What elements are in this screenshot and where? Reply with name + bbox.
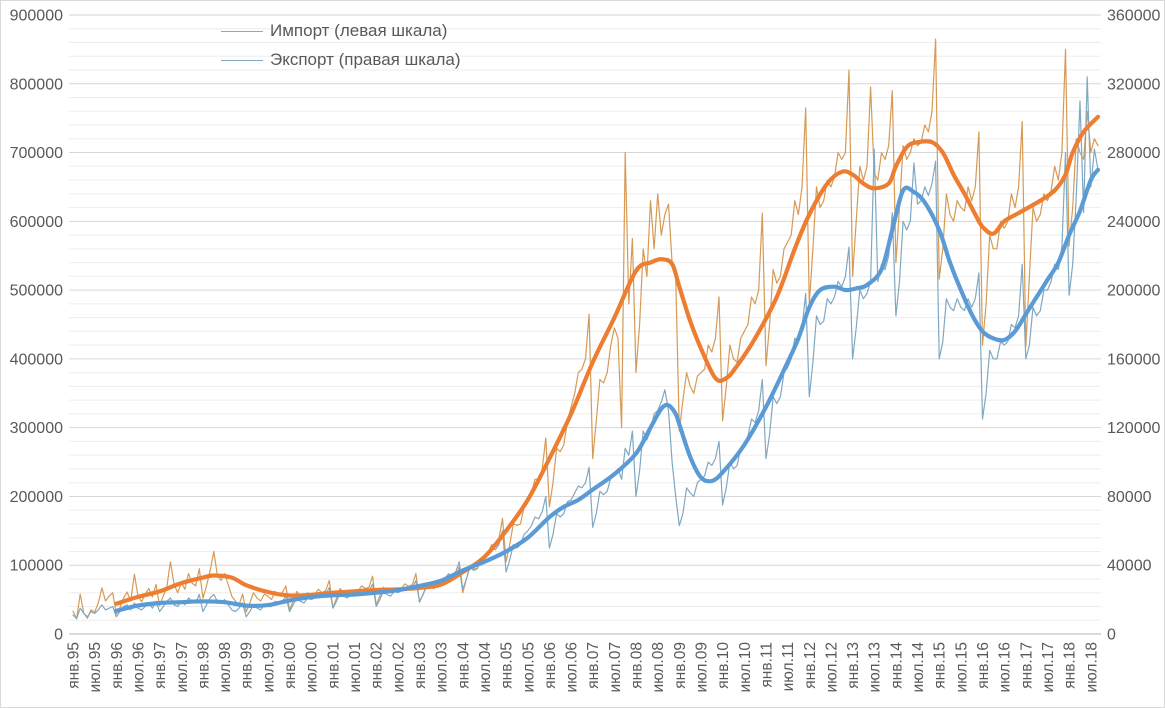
left-axis-labels: 0 100000 200000 300000 400000 500000 600000 700… (10, 8, 63, 644)
x-tick-label: янв.99 (239, 642, 256, 689)
x-tick-label: янв.08 (629, 642, 646, 689)
x-tick-label: янв.11 (758, 642, 775, 688)
x-tick-label: янв.03 (412, 642, 429, 689)
x-tick-label: июл.12 (823, 642, 840, 693)
x-tick-label: июл.11 (780, 642, 797, 691)
x-tick-label: июл.06 (564, 642, 581, 693)
y-right-tick-label: 200000 (1107, 283, 1160, 300)
x-tick-label: янв.04 (455, 642, 472, 689)
y-left-tick-label: 100000 (10, 558, 63, 575)
x-tick-label: июл.18 (1083, 642, 1100, 693)
x-tick-label: янв.12 (802, 642, 819, 689)
y-right-tick-label: 160000 (1107, 351, 1160, 368)
chart-legend: Импорт (левая шкала) Экспорт (правая шка… (221, 17, 461, 74)
x-tick-label: июл.14 (910, 642, 927, 693)
import-trend-line (114, 114, 1101, 606)
x-tick-label: июл.03 (434, 642, 451, 693)
y-left-tick-label: 200000 (10, 489, 63, 506)
y-left-tick-label: 300000 (10, 420, 63, 437)
export-line-icon (221, 59, 263, 61)
x-tick-label: янв.02 (369, 642, 386, 689)
y-right-tick-label: 280000 (1107, 145, 1160, 162)
x-tick-label: июл.08 (650, 642, 667, 693)
x-tick-label: июл.99 (260, 642, 277, 693)
y-left-tick-label: 800000 (10, 76, 63, 93)
x-axis-labels: янв.95 июл.95 янв.96 июл.96 янв.97 июл.97 янв.… (66, 642, 1101, 693)
x-tick-label: июл.97 (174, 642, 191, 693)
legend-item-export: Экспорт (правая шкала) (221, 46, 461, 74)
x-tick-label: янв.06 (542, 642, 559, 689)
x-tick-label: янв.00 (282, 642, 299, 689)
x-tick-label: июл.09 (693, 642, 710, 693)
x-tick-label: июл.04 (477, 642, 494, 693)
y-right-tick-label: 320000 (1107, 76, 1160, 93)
import-monthly-line (72, 38, 1099, 620)
x-tick-label: июл.96 (130, 642, 147, 693)
y-right-tick-label: 0 (1107, 627, 1116, 644)
y-left-tick-label: 500000 (10, 283, 63, 300)
x-tick-label: июл.16 (997, 642, 1014, 693)
x-tick-label: янв.16 (975, 642, 992, 689)
y-left-tick-label: 400000 (10, 351, 63, 368)
y-right-tick-label: 40000 (1107, 558, 1152, 575)
legend-item-import: Импорт (левая шкала) (221, 17, 461, 45)
legend-label-import: Импорт (левая шкала) (270, 21, 448, 40)
x-tick-label: янв.96 (109, 642, 126, 689)
x-tick-label: июл.00 (304, 642, 321, 693)
x-tick-label: июл.05 (520, 642, 537, 693)
y-left-tick-label: 900000 (10, 8, 63, 25)
y-left-tick-label: 0 (54, 627, 63, 644)
x-tick-label: июл.13 (867, 642, 884, 693)
x-tick-label: янв.09 (672, 642, 689, 689)
export-trend-line (114, 167, 1101, 613)
x-tick-label: янв.05 (499, 642, 516, 689)
x-tick-label: янв.13 (845, 642, 862, 689)
y-right-tick-label: 120000 (1107, 420, 1160, 437)
x-tick-label: янв.07 (585, 642, 602, 689)
y-right-tick-label: 240000 (1107, 214, 1160, 231)
x-tick-label: янв.01 (325, 642, 342, 689)
x-tick-label: июл.95 (87, 642, 104, 693)
y-left-tick-label: 600000 (10, 214, 63, 231)
x-tick-label: июл.10 (737, 642, 754, 693)
x-tick-label: янв.97 (152, 642, 169, 689)
x-tick-label: июл.07 (607, 642, 624, 693)
x-tick-label: июл.98 (217, 642, 234, 693)
legend-label-export: Экспорт (правая шкала) (270, 50, 461, 69)
x-tick-label: янв.18 (1062, 642, 1079, 689)
right-axis-labels: 0 40000 80000 120000 160000 200000 240000 28000… (1107, 8, 1160, 644)
x-tick-label: янв.95 (66, 642, 83, 689)
x-tick-label: янв.17 (1018, 642, 1035, 689)
import-line-icon (221, 30, 263, 32)
export-monthly-line (72, 76, 1099, 620)
x-tick-label: янв.98 (195, 642, 212, 689)
x-tick-label: янв.14 (888, 642, 905, 689)
x-tick-label: янв.15 (932, 642, 949, 689)
x-tick-label: июл.02 (390, 642, 407, 693)
x-tick-label: июл.01 (347, 642, 364, 693)
y-right-tick-label: 80000 (1107, 489, 1152, 506)
x-tick-label: июл.15 (953, 642, 970, 693)
gridlines-minor (69, 28, 1101, 621)
x-tick-label: июл.17 (1040, 642, 1057, 693)
x-tick-label: янв.10 (715, 642, 732, 689)
y-left-tick-label: 700000 (10, 145, 63, 162)
y-right-tick-label: 360000 (1107, 8, 1160, 25)
